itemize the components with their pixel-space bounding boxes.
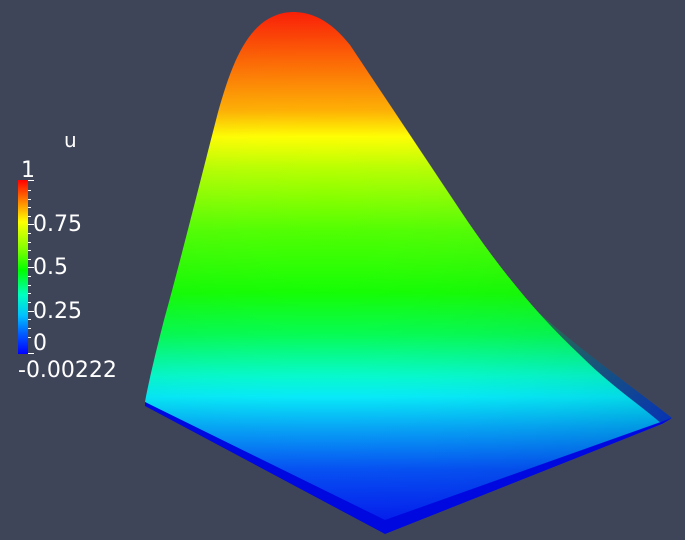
scalar-bar-label: 0.75 [33, 212, 82, 237]
scalar-bar-tick [28, 242, 31, 243]
scalar-bar-tick [28, 199, 31, 200]
scalar-bar-label: 0.25 [33, 299, 82, 324]
scalar-bar-label: 0.5 [33, 255, 68, 280]
scalar-bar-tick [28, 250, 31, 251]
scalar-bar-tick [28, 233, 31, 234]
scalar-bar-tick [28, 259, 31, 260]
scalar-bar-tick [28, 267, 34, 268]
scalar-bar-tick [28, 353, 34, 354]
scalar-bar-max-label: 1 [21, 158, 35, 183]
scalar-bar-tick [28, 328, 31, 329]
scalar-bar-tick [28, 311, 34, 312]
scalar-bar-gradient [18, 180, 28, 354]
scalar-bar-min-label: -0.00222 [18, 358, 117, 383]
scalar-bar-tick [28, 319, 31, 320]
scalar-bar-tick [28, 293, 31, 294]
scalar-bar-label: 0 [33, 331, 47, 356]
scalar-bar-tick [28, 207, 31, 208]
scalar-bar-tick [28, 224, 34, 225]
scalar-bar-tick [28, 285, 31, 286]
scalar-bar-legend: u 1 0.75 0.5 0.25 0 -0.00222 [0, 0, 140, 400]
scalar-bar-tick [28, 337, 31, 338]
scalar-bar-title: u [64, 128, 77, 152]
scalar-bar-tick [28, 190, 31, 191]
scalar-bar-tick [28, 276, 31, 277]
scalar-bar-tick [28, 216, 31, 217]
surface-shading [145, 12, 662, 532]
scalar-bar-tick [28, 180, 34, 181]
scalar-bar-tick [28, 302, 31, 303]
